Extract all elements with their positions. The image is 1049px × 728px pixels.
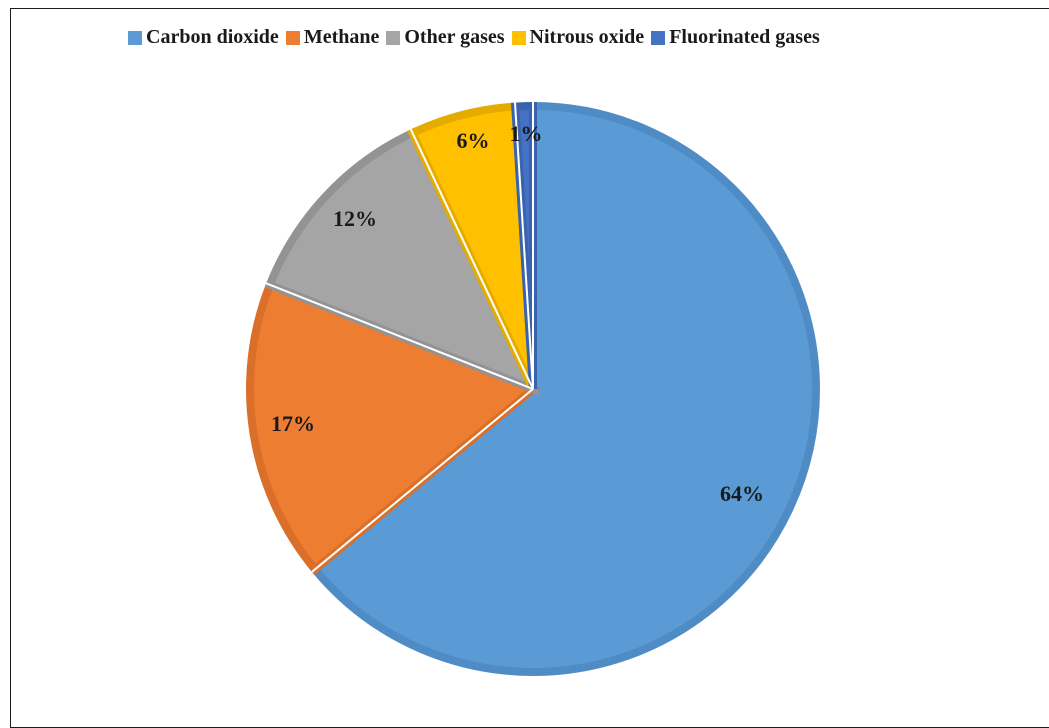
pie-chart: 64% 17% 12% 6% 1% — [246, 101, 820, 676]
legend-item-nitrous-oxide: Nitrous oxide — [511, 26, 645, 49]
pie-slice-other-gases — [264, 127, 541, 397]
legend-label: Nitrous oxide — [529, 26, 645, 48]
pie-slice-methane — [246, 279, 541, 576]
legend-item-methane: Methane — [285, 26, 380, 49]
legend-item-carbon-dioxide: Carbon dioxide — [128, 26, 279, 49]
legend-swatch — [651, 30, 666, 45]
legend-label: Fluorinated gases — [669, 26, 820, 48]
slice-separator — [311, 388, 534, 573]
legend-item-fluorinated-gases: Fluorinated gases — [651, 26, 820, 49]
legend-swatch — [386, 30, 401, 45]
data-label-fluorinated-gases: 1% — [510, 121, 543, 146]
legend-label: Carbon dioxide — [146, 26, 279, 48]
slice-separator — [513, 102, 534, 390]
data-label-methane: 17% — [271, 411, 315, 436]
legend-swatch — [511, 30, 526, 45]
slice-separator — [409, 128, 534, 390]
legend-swatch — [128, 30, 142, 45]
data-label-nitrous-oxide: 6% — [457, 128, 490, 153]
data-label-other-gases: 12% — [333, 206, 377, 231]
legend-item-other-gases: Other gases — [386, 26, 505, 49]
legend-label: Other gases — [404, 26, 505, 48]
chart-legend: Carbon dioxide Methane Other gases Nitro… — [128, 26, 827, 49]
slice-separator — [265, 282, 534, 390]
legend-label: Methane — [303, 26, 380, 48]
legend-swatch — [285, 30, 300, 45]
pie-slice-carbon-dioxide — [309, 101, 820, 676]
data-label-carbon-dioxide: 64% — [720, 481, 764, 506]
